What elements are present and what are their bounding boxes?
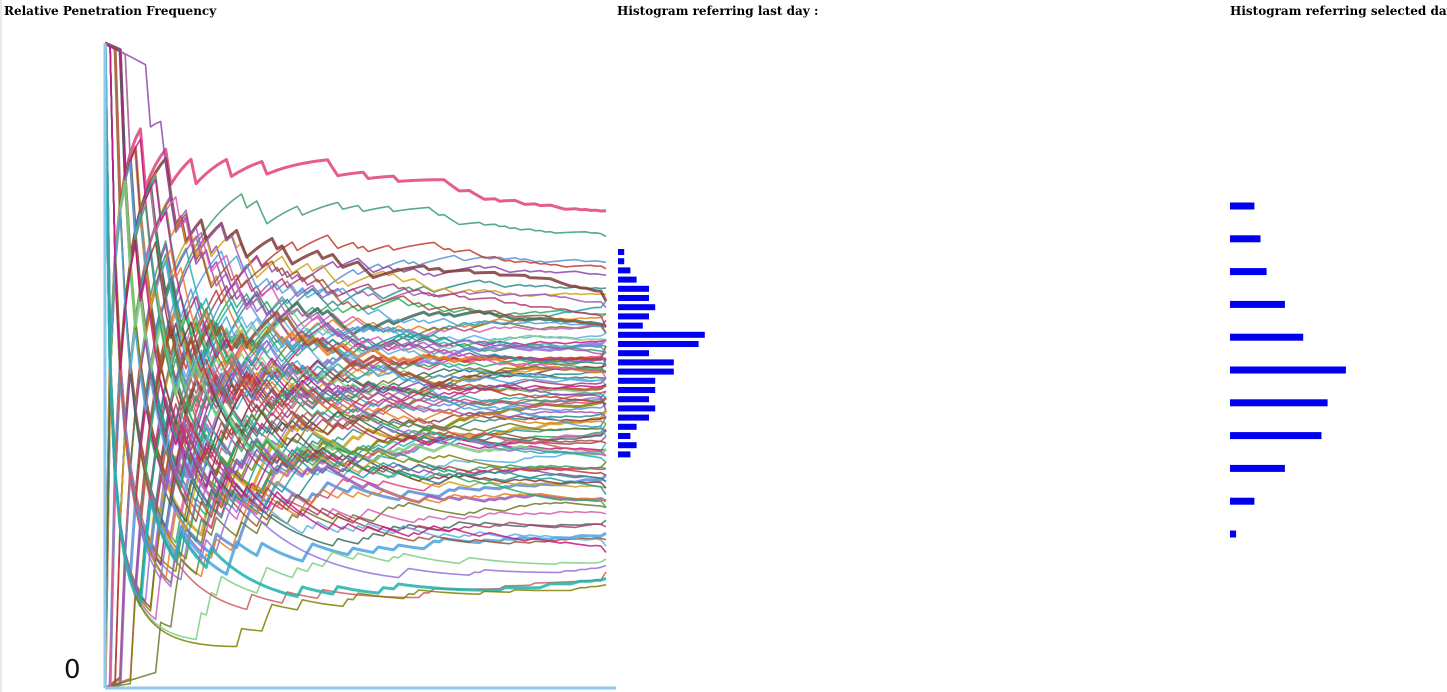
series-line: [103, 127, 607, 689]
histogram-bar: [1230, 497, 1255, 505]
series-line: [104, 388, 607, 689]
histogram-bar: [618, 313, 649, 320]
series-line: [104, 211, 607, 689]
series-lines: [103, 41, 608, 690]
series-line: [104, 304, 607, 689]
y-axis-zero-label: 0: [64, 655, 81, 685]
histogram-bar: [1230, 432, 1322, 440]
selected-day-histogram: [1230, 202, 1346, 538]
histogram-bar: [618, 249, 625, 255]
histogram-bar: [618, 331, 705, 338]
histogram-bar: [1230, 268, 1267, 276]
histogram-bar: [1230, 366, 1346, 374]
series-line: [104, 42, 607, 590]
histogram-bar: [618, 304, 656, 311]
series-line: [103, 42, 607, 576]
histogram-bar: [618, 377, 656, 384]
histogram-bar: [618, 368, 674, 375]
series-line: [104, 42, 607, 524]
series-line: [104, 154, 607, 689]
histogram-bar: [618, 387, 656, 393]
last-day-histogram-title: Histogram referring last day :: [617, 4, 819, 18]
series-line: [104, 437, 607, 690]
histogram-bar: [1230, 530, 1237, 538]
series-line: [104, 42, 607, 545]
series-line: [104, 204, 607, 689]
series-line: [104, 41, 608, 302]
chart-title: Relative Penetration Frequency: [4, 4, 217, 18]
histogram-bar: [618, 322, 643, 329]
series-line: [104, 472, 607, 689]
series-line: [104, 42, 607, 379]
histogram-bar: [1230, 202, 1255, 210]
series-line: [104, 42, 607, 533]
series-line: [104, 42, 607, 553]
histogram-bar: [618, 267, 631, 274]
last-day-histogram: [618, 249, 705, 458]
histogram-bar: [618, 258, 625, 265]
histogram-bar: [618, 451, 631, 458]
histogram-bar: [618, 423, 637, 430]
histogram-bar: [1230, 300, 1285, 308]
histogram-bar: [618, 433, 631, 439]
histogram-bar: [618, 341, 699, 347]
left-border: [0, 0, 2, 692]
series-line: [104, 466, 607, 689]
series-line: [103, 42, 607, 403]
histogram-bar: [618, 350, 649, 357]
histogram-bar: [618, 396, 649, 403]
series-line: [104, 42, 607, 430]
series-line: [104, 42, 607, 611]
histogram-bar: [618, 405, 656, 412]
series-line: [104, 276, 607, 689]
series-line: [104, 42, 607, 641]
histogram-bar: [1230, 235, 1261, 243]
series-line: [104, 235, 607, 689]
series-line: [104, 472, 607, 689]
series-line: [104, 361, 607, 689]
series-line: [104, 365, 607, 689]
series-line: [104, 42, 607, 379]
selected-day-histogram-title: Histogram referring selected day :: [1230, 4, 1447, 18]
histogram-bar: [618, 285, 649, 292]
series-line: [103, 364, 608, 689]
series-line: [104, 42, 607, 422]
series-line: [104, 250, 607, 689]
histogram-bar: [618, 359, 674, 366]
histogram-bar: [618, 414, 649, 421]
series-line: [103, 42, 607, 608]
series-line: [104, 584, 607, 689]
histogram-bar: [618, 295, 649, 301]
series-line: [104, 207, 607, 689]
series-line: [104, 42, 607, 558]
penetration-frequency-plot: [103, 41, 616, 690]
histogram-bar: [1230, 464, 1285, 472]
histogram-bar: [1230, 333, 1304, 341]
histogram-bar: [1230, 399, 1328, 407]
series-line: [104, 501, 607, 689]
series-line: [104, 42, 607, 414]
histogram-bar: [618, 276, 637, 283]
histogram-bar: [618, 442, 637, 449]
series-line: [104, 42, 607, 437]
series-line: [104, 42, 607, 472]
series-line: [104, 316, 607, 689]
